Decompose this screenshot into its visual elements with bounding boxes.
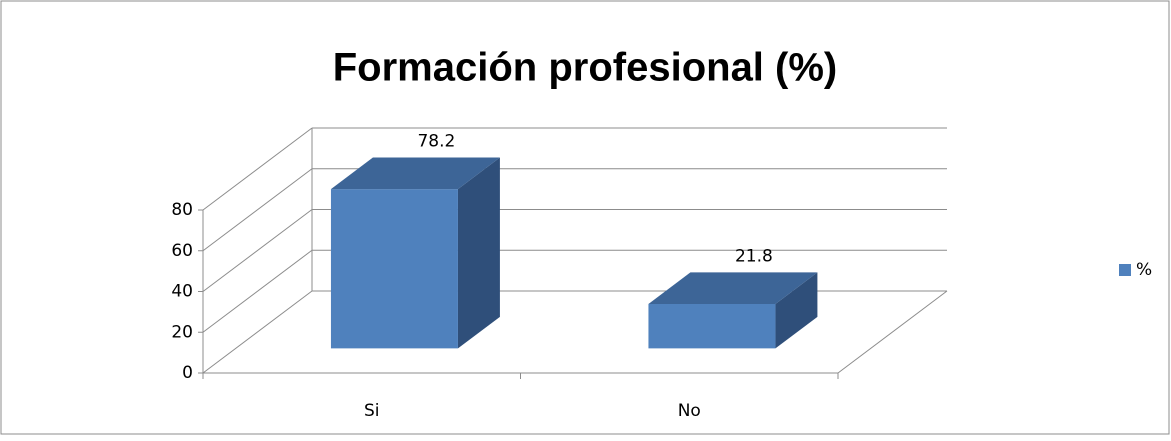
bar-front (330, 189, 458, 349)
value-label: 78.2 (417, 131, 455, 151)
grid-line (202, 209, 313, 292)
grid-line (202, 127, 313, 211)
value-label: 21.8 (735, 246, 773, 266)
chart-title: Formación profesional (%) (333, 46, 838, 90)
y-tick-label: 20 (171, 322, 193, 342)
grid-line (202, 249, 313, 333)
bar-top (330, 157, 500, 190)
x-tick-label: Si (364, 401, 380, 421)
y-tick-label: 80 (171, 200, 193, 220)
floor-edge (837, 290, 948, 374)
bar-side (775, 272, 818, 349)
legend-swatch (1119, 264, 1131, 276)
y-tick-label: 0 (182, 363, 193, 383)
bar-front (648, 303, 776, 349)
bar-top (648, 272, 818, 304)
bar-side (457, 157, 500, 349)
x-tick-label: No (678, 401, 701, 421)
grid-line (202, 168, 313, 252)
grid-line (202, 290, 313, 374)
y-tick-label: 40 (171, 282, 193, 302)
y-tick-label: 60 (171, 241, 193, 261)
legend-label: % (1136, 260, 1152, 280)
